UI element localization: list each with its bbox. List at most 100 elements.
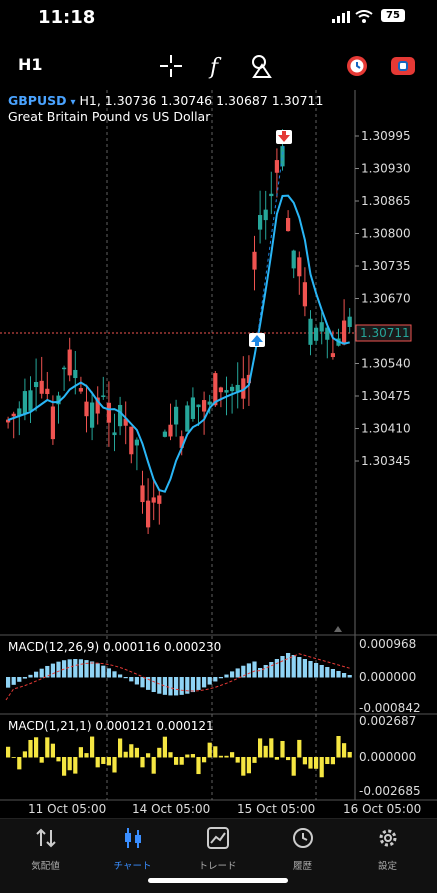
- macd2-histogram-bar: [22, 751, 27, 758]
- candle: [90, 391, 95, 441]
- macd-histogram-bar: [196, 677, 201, 690]
- macd2-histogram-bar: [73, 757, 78, 774]
- macd-histogram-bar: [297, 657, 302, 678]
- macd2-histogram-bar: [230, 752, 235, 758]
- macd2-tick-label: 0.000000: [359, 750, 416, 764]
- macd-histogram-bar: [162, 677, 167, 695]
- candle: [112, 413, 117, 452]
- price-chart[interactable]: 1.30995 1.30930 1.30865 1.30800 1.30735 1.306…: [0, 90, 437, 815]
- macd2-histogram-bar: [179, 757, 184, 765]
- macd-histogram-bar: [146, 677, 151, 690]
- macd2-histogram-bar: [202, 757, 207, 763]
- macd2-histogram-bar: [129, 744, 134, 758]
- candle: [297, 251, 302, 295]
- timeframe-button[interactable]: H1: [18, 55, 43, 74]
- clock-icon[interactable]: [344, 53, 370, 79]
- macd-histogram-bar: [342, 673, 347, 678]
- candle: [241, 356, 246, 410]
- date-tick-label: 15 Oct 05:00: [237, 802, 315, 815]
- objects-icon[interactable]: [248, 53, 274, 79]
- candle: [78, 376, 83, 394]
- price-tick-label: 1.30345: [361, 454, 411, 468]
- macd2-histogram-bar: [185, 754, 190, 758]
- candle: [146, 478, 151, 534]
- candle: [151, 479, 156, 521]
- candle: [123, 401, 128, 445]
- macd1-tick-label: 0.000968: [359, 637, 416, 651]
- macd-histogram-bar: [151, 677, 156, 693]
- macd2-histogram-bar: [174, 757, 179, 765]
- crosshair-icon[interactable]: [158, 53, 184, 79]
- candle: [140, 470, 145, 514]
- macd2-histogram-bar: [302, 757, 307, 765]
- macd2-histogram-bar: [50, 743, 55, 758]
- macd-histogram-bar: [73, 659, 78, 678]
- macd-histogram-bar: [252, 661, 257, 678]
- macd2-histogram-bar: [123, 751, 128, 758]
- candle: [291, 249, 296, 279]
- macd-histogram-bar: [336, 671, 341, 678]
- date-tick-label: 14 Oct 05:00: [132, 802, 210, 815]
- nav-settings[interactable]: 設定: [344, 826, 431, 872]
- macd-histogram-bar: [78, 659, 83, 678]
- macd-histogram-bar: [11, 677, 16, 685]
- candle: [45, 371, 50, 402]
- status-time: 11:18: [38, 7, 96, 28]
- macd-histogram-bar: [134, 677, 139, 685]
- price-tick-label: 1.30735: [361, 259, 411, 273]
- macd-histogram-bar: [258, 668, 263, 678]
- macd-histogram-bar: [90, 661, 95, 678]
- candle: [157, 489, 162, 525]
- nav-quotes-label: 気配値: [31, 861, 60, 872]
- macd-histogram-bar: [101, 665, 106, 678]
- candle: [50, 395, 55, 445]
- macd2-histogram-bar: [95, 757, 100, 768]
- macd2-histogram-bar: [213, 746, 218, 758]
- macd-histogram-bar: [330, 669, 335, 678]
- quotes-icon: [35, 828, 56, 848]
- macd2-histogram-bar: [263, 745, 268, 758]
- candle: [56, 391, 61, 424]
- indicators-icon[interactable]: f: [204, 53, 230, 79]
- macd2-histogram-bar: [319, 757, 324, 778]
- macd-histogram-bar: [207, 677, 212, 685]
- nav-trade[interactable]: トレード: [174, 826, 261, 872]
- macd-histogram-bar: [235, 668, 240, 678]
- macd2-histogram-bar: [112, 757, 117, 773]
- macd2-histogram-bar: [146, 753, 151, 758]
- macd-histogram-bar: [45, 665, 50, 678]
- symbol-dropdown-icon[interactable]: ▾: [70, 97, 76, 108]
- nav-history[interactable]: 履歴: [259, 826, 346, 872]
- symbol-header[interactable]: GBPUSD ▾ H1, 1.30736 1.30746 1.30687 1.3…: [8, 93, 323, 108]
- nav-trade-label: トレード: [198, 861, 237, 872]
- macd-histogram-bar: [140, 677, 145, 688]
- macd2-histogram-bar: [347, 751, 352, 758]
- macd2-histogram-bar: [62, 757, 67, 776]
- macd-histogram-bar: [17, 677, 22, 682]
- status-bar: 11:18 75: [0, 0, 437, 34]
- macd2-histogram-bar: [336, 735, 341, 758]
- candle: [230, 383, 235, 414]
- scroll-marker-icon: [334, 626, 342, 632]
- candle: [342, 299, 347, 346]
- candle: [218, 386, 223, 408]
- macd-histogram-bar: [325, 667, 330, 678]
- candle: [28, 376, 33, 424]
- nav-chart[interactable]: チャート: [89, 826, 176, 872]
- candle: [286, 210, 291, 232]
- macd2-histogram-bar: [90, 736, 95, 758]
- candle: [134, 437, 139, 471]
- price-tick-label: 1.30475: [361, 389, 411, 403]
- macd2-histogram-bar: [330, 757, 335, 765]
- candle: [34, 358, 39, 412]
- candle: [62, 365, 67, 391]
- macd2-histogram-bar: [6, 746, 11, 758]
- nav-quotes[interactable]: 気配値: [2, 826, 89, 872]
- symbol-name[interactable]: GBPUSD: [8, 93, 67, 108]
- macd-histogram-bar: [28, 674, 33, 678]
- nav-settings-label: 設定: [377, 861, 397, 872]
- price-tick-label: 1.30865: [361, 194, 411, 208]
- macd-histogram-bar: [112, 671, 117, 678]
- trade-toggle-icon[interactable]: [390, 53, 416, 79]
- macd-histogram-bar: [230, 671, 235, 678]
